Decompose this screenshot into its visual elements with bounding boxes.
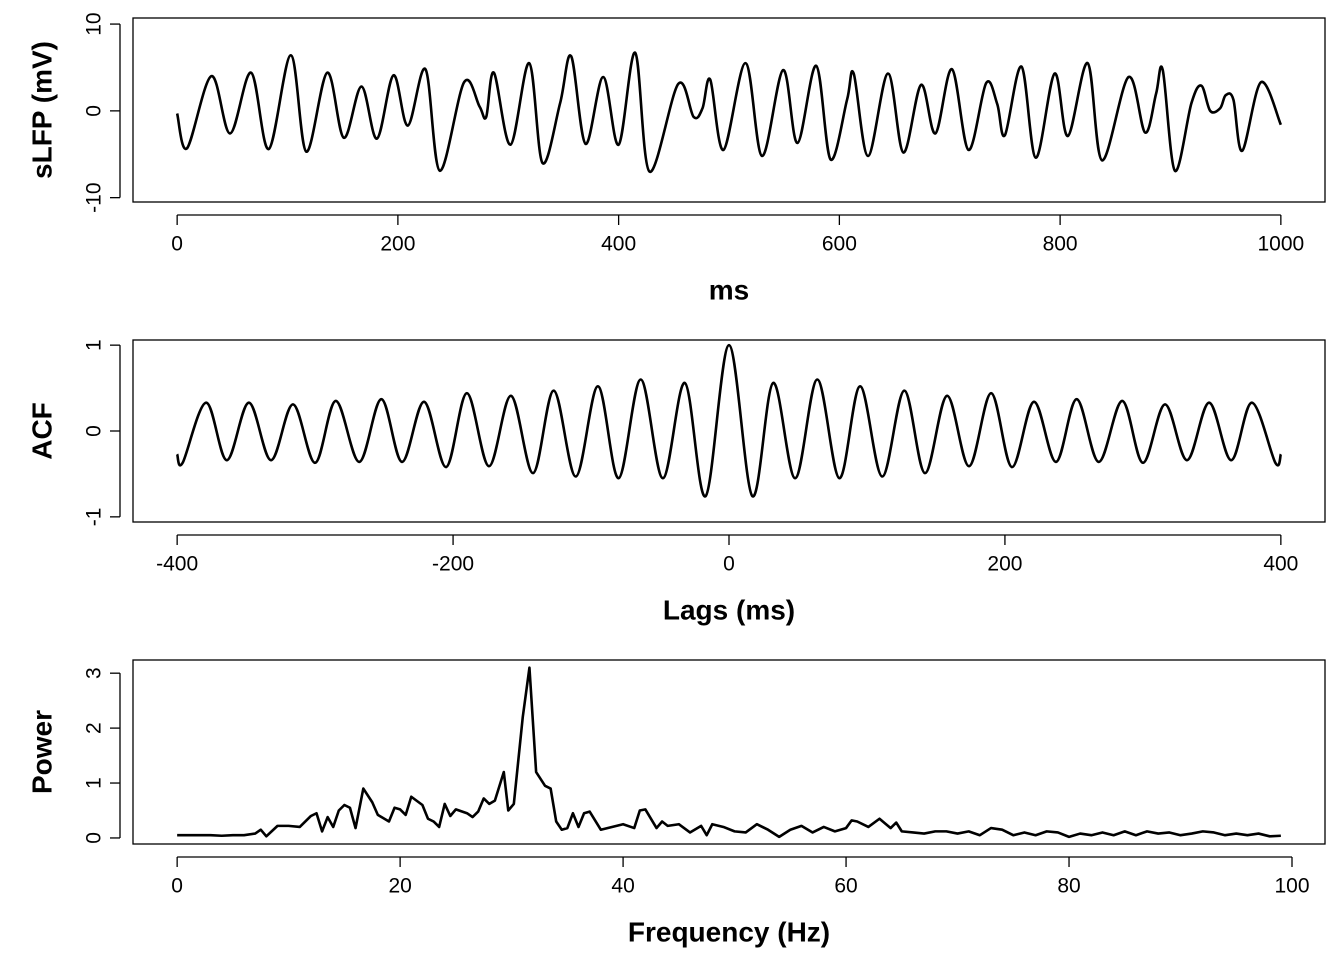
- y-tick-label: -10: [83, 182, 106, 212]
- y-tick-label: 3: [83, 667, 106, 679]
- x-tick-label: 0: [723, 553, 735, 576]
- plot-box: [132, 339, 1326, 523]
- x-tick-label: 20: [388, 875, 411, 898]
- y-tick-label: 10: [83, 12, 106, 35]
- data-line: [177, 666, 1281, 839]
- x-tick-label: -400: [156, 553, 198, 576]
- plot-box: [132, 659, 1326, 845]
- y-tick-label: -1: [83, 508, 106, 527]
- x-tick-label: -200: [432, 553, 474, 576]
- y-axis-title: Power: [26, 710, 57, 794]
- x-tick-label: 60: [834, 875, 857, 898]
- x-tick-label: 80: [1057, 875, 1080, 898]
- x-tick-label: 800: [1043, 233, 1078, 256]
- x-tick-label: 200: [987, 553, 1022, 576]
- y-axis-title: sLFP (mV): [26, 41, 57, 179]
- x-tick-label: 200: [380, 233, 415, 256]
- x-tick-label: 40: [611, 875, 634, 898]
- x-tick-label: 0: [171, 875, 183, 898]
- x-tick-label: 400: [1263, 553, 1298, 576]
- x-axis-title: ms: [709, 274, 749, 305]
- y-axis-title: ACF: [26, 402, 57, 460]
- x-tick-label: 100: [1274, 875, 1309, 898]
- y-tick-label: 1: [83, 777, 106, 789]
- y-tick-label: 0: [83, 832, 106, 844]
- plot-box: [132, 17, 1326, 203]
- y-tick-label: 0: [83, 105, 106, 117]
- x-tick-label: 400: [601, 233, 636, 256]
- y-tick-label: 0: [83, 425, 106, 437]
- x-tick-label: 0: [171, 233, 183, 256]
- y-tick-label: 1: [83, 339, 106, 351]
- data-line: [175, 343, 1283, 498]
- y-tick-label: 2: [83, 722, 106, 734]
- x-tick-label: 1000: [1257, 233, 1304, 256]
- x-axis-title: Lags (ms): [663, 594, 795, 625]
- x-tick-label: 600: [822, 233, 857, 256]
- x-axis-title: Frequency (Hz): [628, 916, 830, 947]
- data-line: [175, 51, 1283, 173]
